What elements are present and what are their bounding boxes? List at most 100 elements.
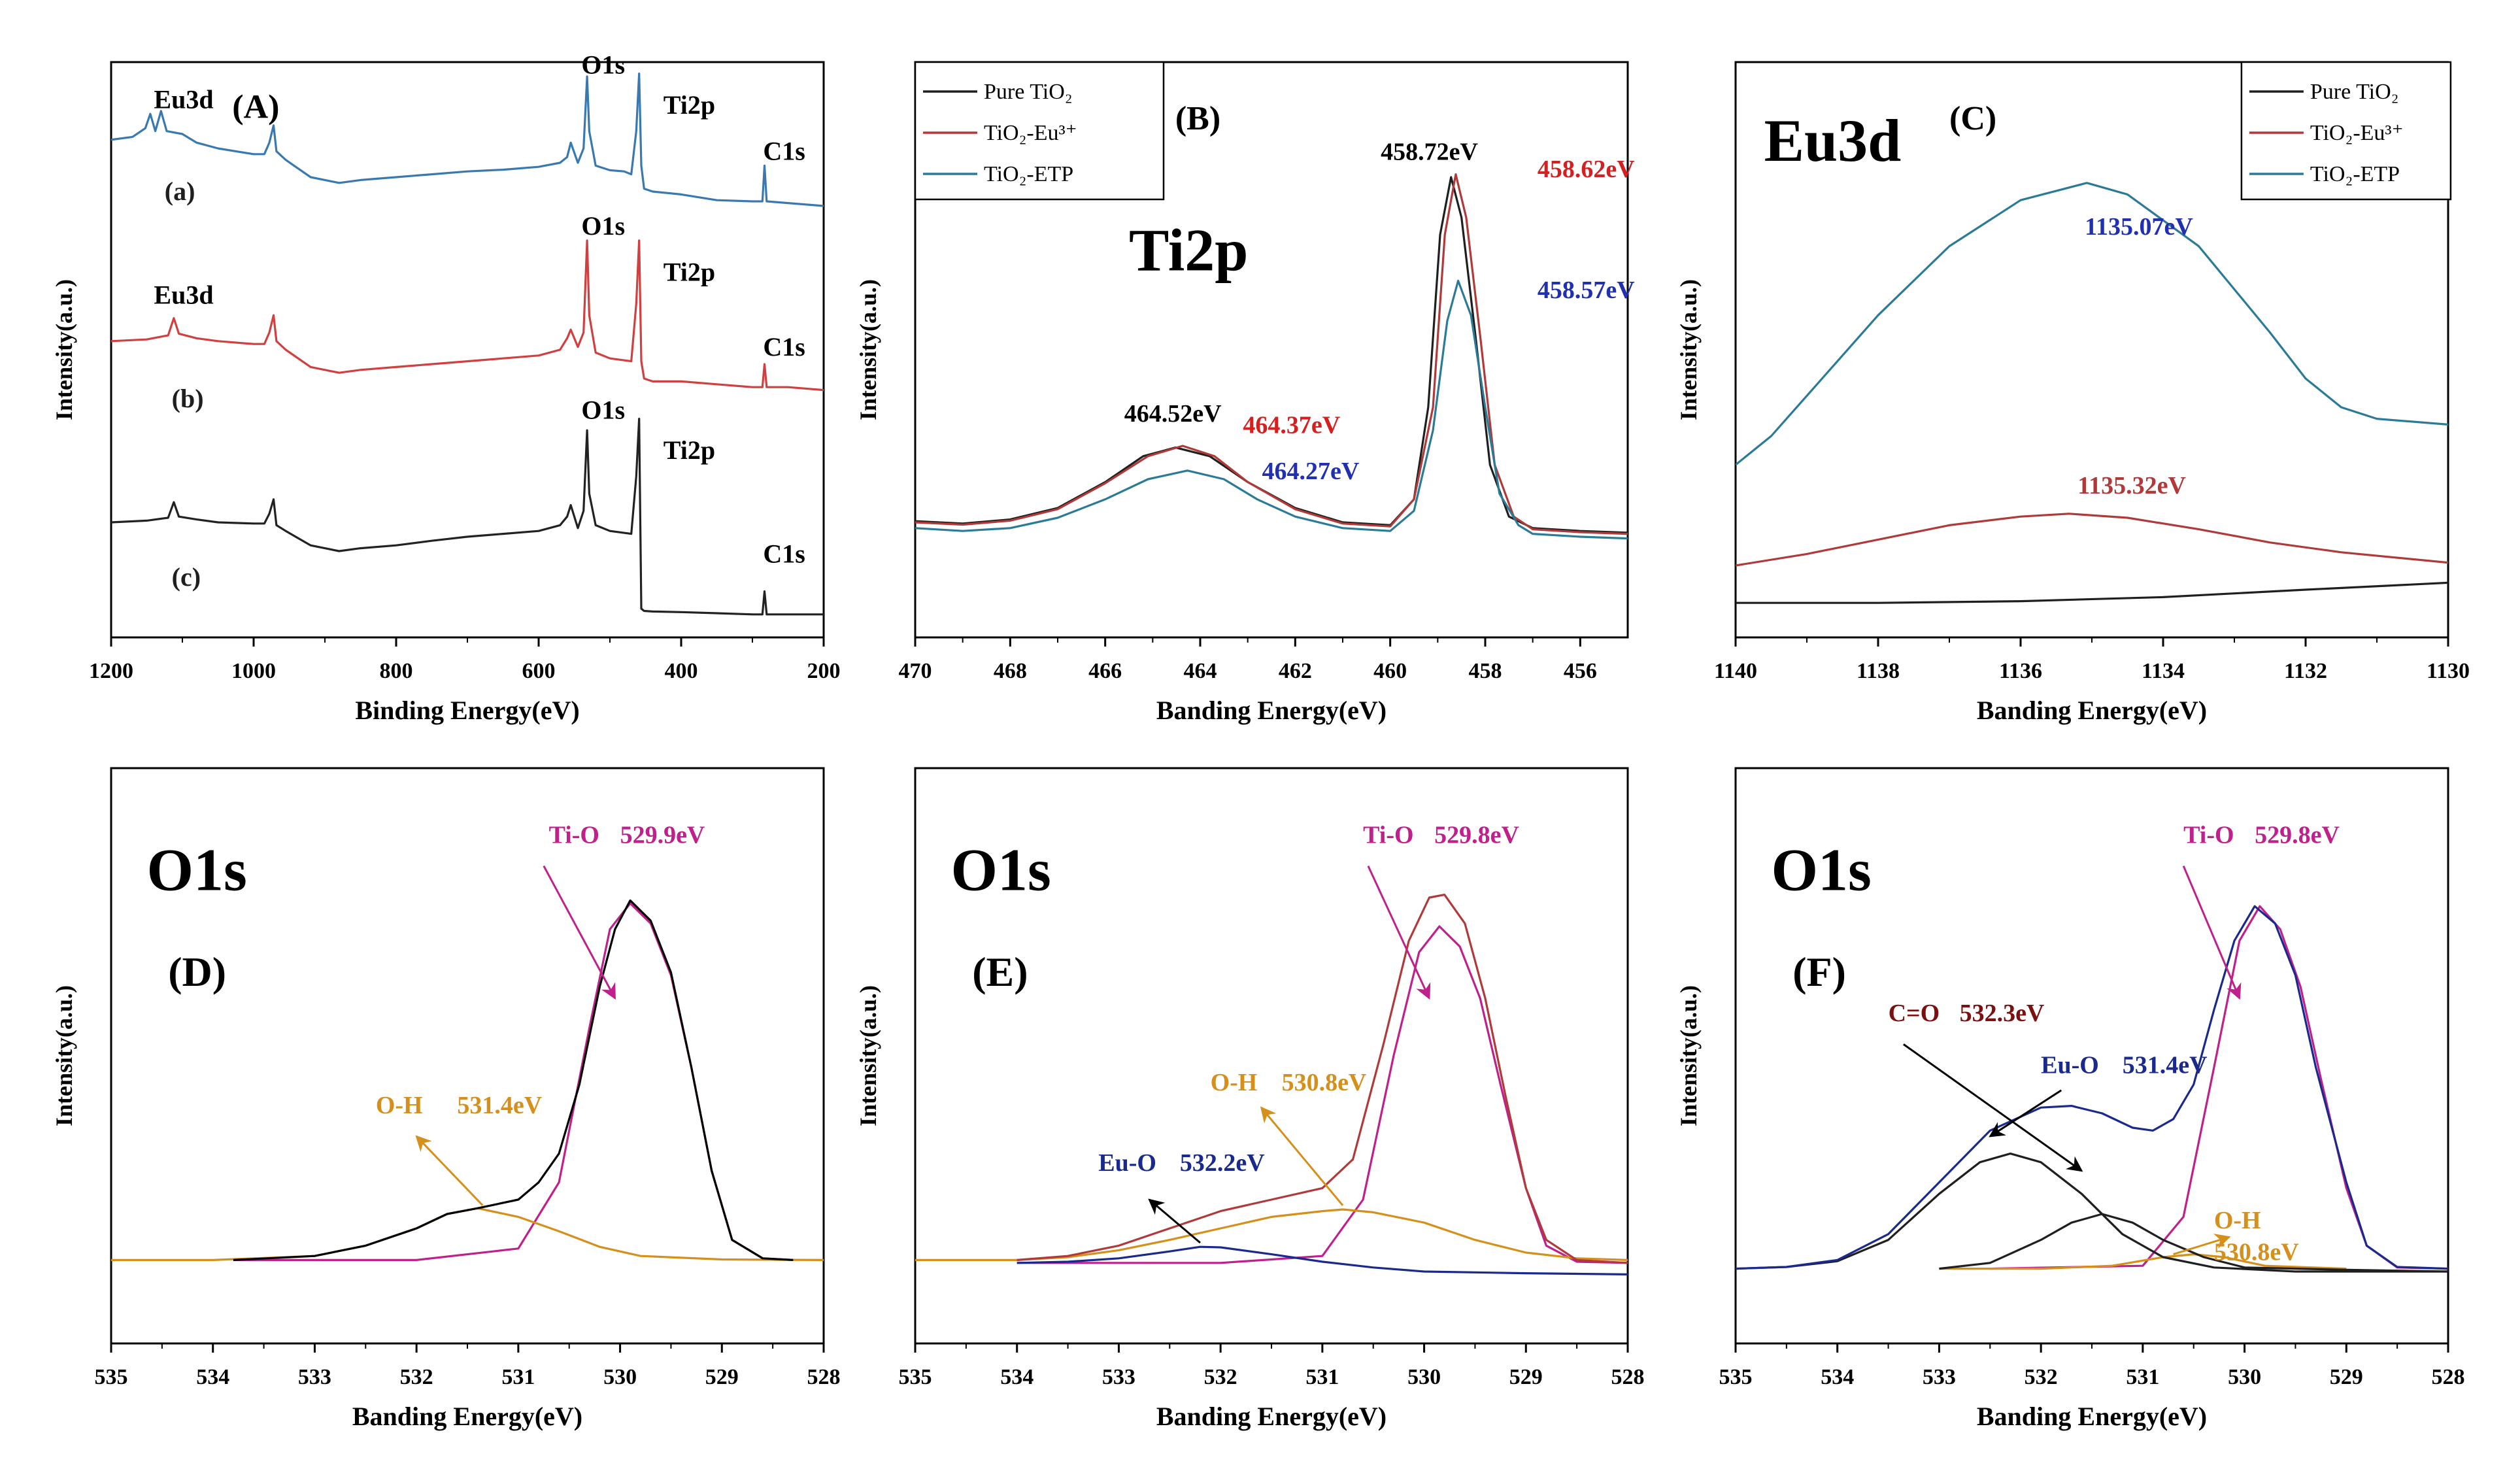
x-tick-label: 530	[1407, 1365, 1441, 1389]
x-tick-label: 460	[1373, 659, 1407, 683]
annotation-arrow	[1148, 1198, 1201, 1244]
legend-entry: TiO₂-Eu³⁺	[984, 121, 1077, 145]
series-a-line	[111, 73, 824, 207]
annotation-label: (c)	[172, 562, 201, 592]
panel-label: (C)	[1949, 100, 1996, 137]
x-tick-label: 535	[899, 1365, 932, 1389]
x-tick-label: 534	[1000, 1365, 1034, 1389]
legend-box	[2240, 61, 2452, 201]
series-o-h-line	[1939, 1253, 2347, 1270]
x-tick-label: 533	[298, 1365, 331, 1389]
panel-title: O1s	[951, 836, 1051, 903]
data-layer	[111, 899, 824, 1261]
legend-entry: TiO₂-ETP	[984, 162, 1073, 186]
x-tick-label: 1134	[2142, 659, 2185, 683]
x-tick-label: 1130	[2427, 659, 2470, 683]
x-tick-label: 530	[603, 1365, 637, 1389]
x-tick-label: 533	[1923, 1365, 1956, 1389]
panel-c: 1140 1138 1136 1134 1132 1130 Banding Energy(e…	[1675, 61, 2470, 725]
panel-title: Ti2p	[1129, 216, 1248, 283]
x-tick-label: 468	[994, 659, 1027, 683]
data-layer	[1736, 182, 2448, 604]
series-tio-etp-line	[1736, 182, 2448, 466]
annotation-label: 464.37eV	[1243, 412, 1340, 439]
annotation-label: Ti-O	[1363, 821, 1413, 849]
x-tick-label: 528	[2432, 1365, 2465, 1389]
data-layer	[1736, 905, 2448, 1273]
annotation-arrow	[2182, 866, 2242, 1000]
annotation-label: 458.62eV	[1538, 156, 1635, 183]
x-tick-label: 458	[1469, 659, 1502, 683]
x-tick-label: 528	[807, 1365, 841, 1389]
x-tick-label: 1132	[2284, 659, 2327, 683]
x-tick-label: 534	[196, 1365, 229, 1389]
annotation-arrow	[1260, 1106, 1344, 1206]
x-tick-label: 466	[1088, 659, 1122, 683]
panel-d: 535 534 533 532 531 530 529 528 Banding Energy(e…	[51, 767, 841, 1431]
annotation-label: C1s	[763, 332, 805, 362]
annotation-arrow	[2173, 1234, 2231, 1256]
annotation-label: 458.57eV	[1538, 277, 1635, 304]
annotation-arrow	[1989, 1089, 2062, 1138]
series-ti-o-line	[1017, 925, 1628, 1264]
series-envelope-line	[1017, 894, 1628, 1264]
panel-f: 535 534 533 532 531 530 529 528 Banding Energy(e…	[1675, 767, 2465, 1431]
x-axis-label: Banding Energy(eV)	[1156, 1402, 1387, 1431]
panel-label: (A)	[232, 89, 279, 126]
legend-entry: Pure TiO₂	[2310, 80, 2399, 104]
legend: Pure TiO₂ TiO₂-Eu³⁺ TiO₂-ETP	[914, 61, 1165, 201]
x-tick-label: 532	[2025, 1365, 2058, 1389]
annotation-label: Eu-O	[2041, 1051, 2099, 1079]
y-axis-label: Intensity(a.u.)	[855, 985, 881, 1126]
x-axis-label: Binding Energy(eV)	[355, 696, 579, 725]
data-layer	[111, 73, 824, 616]
x-tick-label: 529	[1509, 1365, 1543, 1389]
annotation-label: O1s	[581, 396, 625, 425]
panel-title: Eu3d	[1764, 107, 1902, 174]
x-axis-label: Banding Energy(eV)	[1977, 1402, 2207, 1431]
x-tick-label: 400	[665, 659, 698, 683]
series-o-h-line	[111, 1207, 824, 1261]
panel-a: 1200 1000 800 600 400 200 Binding Energy(eV) In…	[51, 50, 841, 725]
annotation-label: 458.72eV	[1381, 139, 1478, 166]
x-tick-label: 800	[380, 659, 413, 683]
annotation-label: 530.8eV	[1282, 1069, 1367, 1096]
annotation-label: Ti2p	[664, 90, 715, 120]
series-tio-eu-line	[915, 173, 1628, 535]
x-tick-label: 1136	[1999, 659, 2042, 683]
x-tick-label: 532	[1204, 1365, 1237, 1389]
panel-label: (F)	[1792, 949, 1846, 995]
x-tick-label: 531	[1305, 1365, 1339, 1389]
legend: Pure TiO₂ TiO₂-Eu³⁺ TiO₂-ETP	[2240, 61, 2452, 201]
x-tick-label: 529	[705, 1365, 739, 1389]
annotation-label: O1s	[581, 211, 625, 241]
x-axis-label: Banding Energy(eV)	[352, 1402, 582, 1431]
panel-title: O1s	[1772, 836, 1872, 903]
x-tick-label: 470	[899, 659, 932, 683]
annotation-label: 530.8eV	[2214, 1238, 2299, 1266]
panel-e: 535 534 533 532 531 530 529 528 Banding Energy(e…	[855, 767, 1645, 1431]
annotation-label: 529.8eV	[1434, 821, 1519, 849]
series-envelope-line	[233, 899, 794, 1261]
x-tick-label: 529	[2330, 1365, 2363, 1389]
x-tick-label: 530	[2228, 1365, 2261, 1389]
x-tick-label: 528	[1611, 1365, 1645, 1389]
series-tio-etp-line	[915, 279, 1628, 540]
legend-entry: TiO₂-Eu³⁺	[2310, 121, 2404, 145]
series-pure-tio-line	[1736, 581, 2448, 604]
x-tick-label: 456	[1564, 659, 1597, 683]
annotation-label: 464.27eV	[1262, 458, 1359, 485]
series-tio-eu-line	[1736, 513, 2448, 567]
annotation-label: 532.2eV	[1180, 1149, 1265, 1177]
y-axis-label: Intensity(a.u.)	[855, 279, 881, 420]
x-axis-label: Banding Energy(eV)	[1977, 696, 2207, 725]
annotation-label: Ti2p	[664, 257, 715, 286]
annotation-label: Ti2p	[664, 435, 715, 465]
annotation-label: Ti-O	[549, 821, 599, 849]
legend-entry: Pure TiO₂	[984, 80, 1073, 104]
y-axis-label: Intensity(a.u.)	[1675, 279, 1702, 420]
annotation-label: O1s	[581, 50, 625, 80]
x-tick-label: 532	[400, 1365, 433, 1389]
annotation-label: 529.8eV	[2255, 821, 2340, 849]
